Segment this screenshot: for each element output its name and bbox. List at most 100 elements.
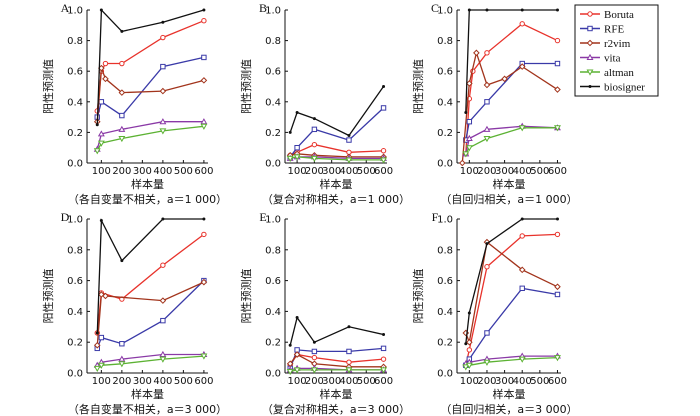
r2vim-point bbox=[554, 283, 561, 291]
legend-entry-biosigner: biosigner bbox=[580, 81, 645, 93]
x-tick-label: 300 bbox=[322, 376, 341, 387]
series-biosigner bbox=[95, 8, 206, 127]
legend-altman-point bbox=[586, 69, 594, 76]
panel-caption: （各自变量不相关，a＝1 000） bbox=[68, 192, 227, 206]
boruta-point bbox=[119, 60, 125, 67]
panel-letter: A bbox=[61, 1, 70, 15]
biosigner-point bbox=[99, 219, 103, 223]
biosigner-point bbox=[295, 316, 299, 320]
y-tick-label: 0.6 bbox=[265, 276, 281, 287]
vita-point bbox=[97, 130, 105, 137]
boruta-point bbox=[201, 18, 207, 24]
series-boruta bbox=[287, 141, 387, 159]
vita-point bbox=[118, 125, 126, 132]
x-tick-label: 100 bbox=[288, 166, 307, 177]
boruta-point bbox=[554, 37, 561, 44]
altman-point bbox=[293, 154, 301, 161]
vita-point bbox=[118, 355, 126, 362]
r2vim-line bbox=[96, 281, 205, 346]
chart-legend: Boruta RFE r2vim vita altman biosigner bbox=[574, 4, 659, 97]
r2vim-point bbox=[200, 278, 208, 286]
boruta-line bbox=[465, 23, 558, 154]
y-axis-label: 阳性预测值 bbox=[239, 269, 253, 324]
vita-point bbox=[200, 118, 208, 125]
x-tick-label: 600 bbox=[374, 166, 393, 177]
x-tick-label: 600 bbox=[548, 166, 567, 177]
biosigner-point bbox=[467, 311, 471, 315]
series-rfe bbox=[94, 54, 207, 120]
altman-point bbox=[310, 367, 318, 374]
altman-line bbox=[465, 356, 558, 368]
y-tick-label: 0.2 bbox=[265, 338, 281, 349]
r2vim-point bbox=[483, 81, 491, 89]
series-boruta bbox=[463, 21, 561, 157]
rfe-point bbox=[380, 345, 387, 352]
altman-point bbox=[200, 353, 208, 360]
rfe-point bbox=[380, 105, 387, 111]
biosigner-point bbox=[485, 242, 489, 246]
x-tick-label: 300 bbox=[133, 166, 152, 177]
biosigner-point bbox=[312, 117, 316, 121]
boruta-point bbox=[102, 60, 109, 67]
series-altman bbox=[286, 367, 387, 376]
y-tick-label: 0.4 bbox=[67, 97, 83, 108]
y-tick-label: 0.8 bbox=[265, 245, 281, 256]
boruta-point bbox=[466, 347, 473, 353]
x-tick-label: 300 bbox=[322, 166, 341, 177]
altman-point bbox=[462, 364, 470, 371]
biosigner-point bbox=[295, 111, 299, 115]
biosigner-point bbox=[202, 217, 206, 221]
altman-point bbox=[286, 155, 294, 163]
rfe-point bbox=[311, 348, 318, 355]
r2vim-point bbox=[118, 89, 126, 96]
rfe-line bbox=[465, 62, 558, 141]
boruta-point bbox=[201, 231, 207, 238]
series-boruta bbox=[94, 231, 207, 336]
altman-point bbox=[159, 128, 167, 135]
biosigner-line bbox=[289, 86, 385, 137]
r2vim-point bbox=[554, 86, 561, 93]
boruta-point bbox=[160, 34, 166, 41]
series-biosigner bbox=[95, 217, 206, 335]
y-tick-label: 0.4 bbox=[265, 97, 281, 108]
altman-point bbox=[345, 367, 353, 374]
boruta-line bbox=[96, 20, 205, 112]
altman-line bbox=[96, 125, 204, 152]
series-rfe bbox=[463, 285, 561, 369]
x-tick-label: 400 bbox=[153, 376, 172, 387]
y-tick-label: 0.2 bbox=[265, 128, 281, 139]
boruta-point bbox=[311, 141, 318, 148]
x-tick-label: 100 bbox=[288, 376, 307, 387]
x-tick-label: 400 bbox=[153, 166, 172, 177]
y-tick-label: 0.2 bbox=[67, 338, 83, 349]
y-axis-label: 阳性预测值 bbox=[41, 269, 55, 324]
y-tick-label: 0.6 bbox=[67, 67, 83, 78]
y-tick-label: 1.0 bbox=[437, 6, 453, 17]
x-tick-label: 200 bbox=[305, 166, 324, 177]
rfe-point bbox=[466, 118, 473, 125]
y-tick-label: 1.0 bbox=[265, 6, 281, 17]
rfe-point bbox=[119, 112, 125, 119]
y-tick-label: 0.8 bbox=[265, 36, 281, 47]
r2vim-point bbox=[466, 338, 473, 346]
legend-label: r2vim bbox=[604, 38, 631, 50]
rfe-point bbox=[98, 99, 105, 105]
r2vim-point bbox=[98, 291, 105, 298]
rfe-point bbox=[98, 334, 105, 341]
x-tick-label: 100 bbox=[92, 376, 111, 387]
r2vim-point bbox=[200, 77, 208, 84]
x-tick-label: 100 bbox=[460, 166, 479, 177]
y-tick-label: 0.6 bbox=[437, 276, 453, 287]
vita-point bbox=[483, 125, 491, 132]
y-tick-label: 0.2 bbox=[67, 128, 83, 139]
series-biosigner bbox=[288, 316, 386, 347]
legend-entry-boruta: Boruta bbox=[580, 9, 634, 21]
x-tick-label: 200 bbox=[477, 166, 496, 177]
altman-point bbox=[345, 157, 353, 164]
altman-point bbox=[554, 355, 561, 362]
y-tick-label: 0.0 bbox=[437, 369, 453, 380]
rfe-point bbox=[160, 63, 166, 70]
biosigner-point bbox=[99, 8, 103, 12]
y-tick-label: 0.0 bbox=[67, 369, 83, 380]
r2vim-point bbox=[518, 266, 526, 274]
